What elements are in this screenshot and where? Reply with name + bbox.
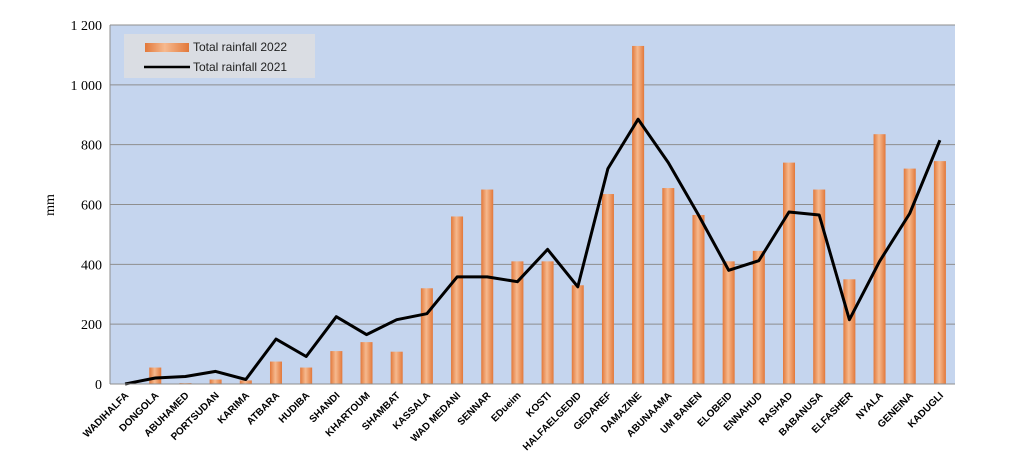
y-tick-label: 0 (95, 378, 102, 393)
bars-2022 (149, 45, 946, 385)
bar (451, 216, 464, 384)
x-axis: WADIHALFADONGOLAABUHAMEDPORTSUDANKARIMAA… (81, 390, 946, 453)
line-2021 (124, 117, 942, 386)
bar (360, 342, 373, 384)
bar (149, 367, 162, 384)
y-axis-label: mm (43, 194, 58, 216)
bar (571, 285, 584, 384)
bar (903, 168, 916, 384)
y-tick-label: 600 (81, 199, 102, 214)
bar (330, 351, 343, 384)
series-line (124, 117, 942, 386)
legend-label-2021: Total rainfall 2021 (193, 60, 287, 74)
bar (481, 189, 494, 384)
x-tick-label: SENNAR (456, 390, 494, 428)
x-tick-label: ATBARA (245, 390, 282, 427)
legend-label-2022: Total rainfall 2022 (193, 40, 287, 54)
bar (692, 214, 705, 384)
bar (632, 45, 645, 385)
bar (511, 261, 524, 384)
bar (420, 288, 433, 384)
bar (722, 261, 735, 384)
bar (541, 261, 554, 384)
legend: Total rainfall 2022 Total rainfall 2021 (124, 34, 315, 78)
y-tick-label: 1 000 (71, 79, 103, 94)
bar (239, 380, 252, 384)
legend-box (124, 34, 315, 78)
bar (813, 189, 826, 384)
y-tick-label: 800 (81, 139, 102, 154)
bar (601, 194, 614, 384)
bar (843, 279, 856, 384)
bar (269, 361, 282, 384)
bar (300, 367, 313, 384)
bar (933, 161, 946, 384)
x-tick-label: EDueim (489, 390, 523, 424)
y-tick-label: 400 (81, 258, 102, 273)
bar (752, 250, 765, 384)
y-tick-label: 200 (81, 318, 102, 333)
y-tick-label: 1 200 (71, 19, 103, 34)
bar (783, 162, 796, 384)
x-tick-label: HUDIBA (277, 390, 312, 425)
x-tick-label: KOSTI (524, 390, 554, 420)
bar (209, 379, 222, 384)
bar (390, 351, 403, 384)
bar (662, 188, 675, 384)
y-axis: 0 200 400 600 800 1 000 1 200 (71, 19, 955, 393)
legend-swatch-2022 (145, 43, 189, 52)
